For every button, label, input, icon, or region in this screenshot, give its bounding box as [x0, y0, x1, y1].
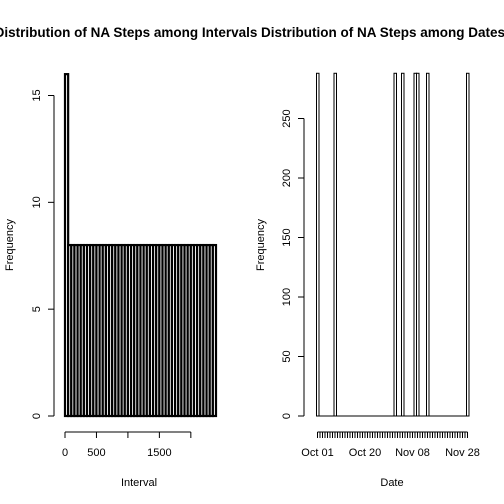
x-axis-label: Interval: [121, 477, 157, 489]
chart-title: Distribution of NA Steps among Dates: [261, 25, 504, 40]
y-tick-label: 0: [281, 413, 293, 419]
date-bars: [316, 72, 470, 417]
bar: [416, 72, 420, 417]
bar: [426, 72, 430, 417]
y-tick-label: 100: [281, 288, 293, 306]
bar: [333, 72, 337, 417]
y-tick-label: 0: [31, 413, 43, 419]
chart-title: Distribution of NA Steps among Intervals: [0, 25, 257, 40]
y-tick-label: 50: [281, 350, 293, 362]
x-tick-label: Oct 20: [349, 447, 381, 459]
interval-bars: [63, 73, 218, 418]
y-tick-label: 15: [31, 89, 43, 101]
interval-histogram: Distribution of NA Steps among Intervals…: [0, 25, 257, 489]
y-axis-label: Frequency: [4, 219, 16, 271]
y-tick-label: 10: [31, 196, 43, 208]
x-axis-label: Date: [380, 477, 403, 489]
y-axis-label: Frequency: [255, 219, 267, 271]
x-tick-label: Oct 01: [301, 447, 333, 459]
x-tick-label: 0: [62, 447, 68, 459]
x-ticks: 0 500 1500: [62, 432, 192, 459]
y-tick-label: 200: [281, 169, 293, 187]
bar: [316, 72, 320, 417]
x-ticks: Oct 01 Oct 20 Nov 08 Nov 28: [301, 432, 480, 459]
y-tick-label: 150: [281, 228, 293, 246]
bar: [401, 72, 405, 417]
x-tick-label: Nov 28: [445, 447, 480, 459]
bar: [211, 243, 218, 418]
y-tick-label: 250: [281, 109, 293, 127]
bar: [466, 72, 470, 417]
y-tick-label: 5: [31, 306, 43, 312]
x-tick-label: 500: [87, 447, 105, 459]
y-ticks: 0 5 10 15: [31, 89, 54, 419]
x-tick-label: Nov 08: [395, 447, 430, 459]
bar: [393, 72, 397, 417]
y-ticks: 0 50 100 150 200 250: [281, 109, 304, 419]
x-tick-label: 1500: [147, 447, 171, 459]
date-histogram: Distribution of NA Steps among Dates 0 50…: [255, 25, 504, 489]
